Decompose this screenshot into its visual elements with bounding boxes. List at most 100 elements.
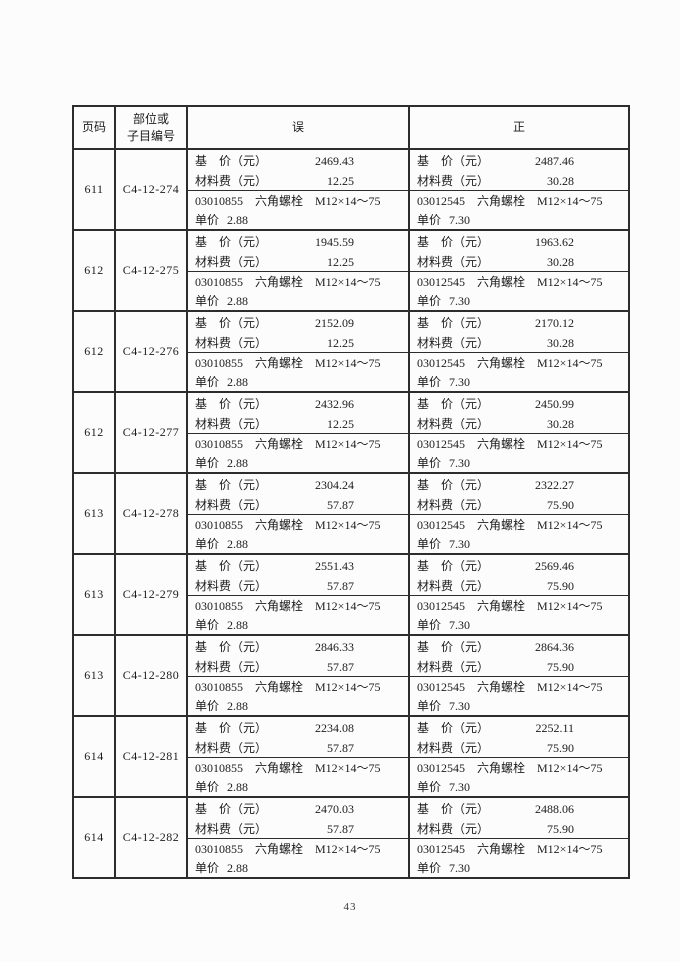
wrong-item-block: 03010855 六角螺栓 M12×14～75 单价 2.88 xyxy=(188,596,408,634)
base-price-label: 基 价（元） xyxy=(195,640,268,654)
material-cost-line: 材料费（元） 75.90 xyxy=(417,738,621,758)
unit-price-line: 单价 7.30 xyxy=(417,778,621,797)
material-cost-value: 75.90 xyxy=(547,741,574,755)
unit-price-line: 单价 2.88 xyxy=(195,535,401,554)
correct-cell: 基 价（元） 2864.36 材料费（元） 75.90 03012545 六角螺… xyxy=(408,634,630,717)
unit-price-label: 单价 xyxy=(417,699,442,713)
material-cost-label: 材料费（元） xyxy=(417,660,490,674)
material-cost-label: 材料费（元） xyxy=(417,579,490,593)
material-cost-label: 材料费（元） xyxy=(417,741,490,755)
table-row: 613 C4-12-279 基 价（元） 2551.43 材料费（元） 57.8… xyxy=(72,553,630,636)
unit-price-value: 7.30 xyxy=(449,456,471,470)
base-price-line: 基 价（元） 2470.03 xyxy=(195,799,401,819)
base-price-label: 基 价（元） xyxy=(417,802,490,816)
item-line: 03012545 六角螺栓 M12×14～75 xyxy=(417,275,603,289)
unit-price-line: 单价 7.30 xyxy=(417,373,621,392)
wrong-item-block: 03010855 六角螺栓 M12×14～75 单价 2.88 xyxy=(188,677,408,715)
base-price-value: 2864.36 xyxy=(535,640,574,654)
item-line: 03010855 六角螺栓 M12×14～75 xyxy=(195,842,381,856)
header-wrong: 误 xyxy=(186,105,410,150)
correct-cell: 基 价（元） 2450.99 材料费（元） 30.28 03012545 六角螺… xyxy=(408,391,630,474)
unit-price-value: 2.88 xyxy=(227,456,249,470)
unit-price-value: 2.88 xyxy=(227,375,249,389)
correct-price-block: 基 价（元） 2322.27 材料费（元） 75.90 xyxy=(410,474,628,515)
header-page-number: 页码 xyxy=(72,105,116,150)
item-code-cell: C4-12-281 xyxy=(114,715,188,798)
base-price-line: 基 价（元） 2569.46 xyxy=(417,556,621,576)
unit-price-label: 单价 xyxy=(417,861,442,875)
wrong-item-block: 03010855 六角螺栓 M12×14～75 单价 2.88 xyxy=(188,839,408,877)
base-price-line: 基 价（元） 1945.59 xyxy=(195,232,401,252)
correct-cell: 基 价（元） 2252.11 材料费（元） 75.90 03012545 六角螺… xyxy=(408,715,630,798)
unit-price-value: 7.30 xyxy=(449,780,471,794)
base-price-value: 2551.43 xyxy=(315,559,354,573)
base-price-label: 基 价（元） xyxy=(417,721,490,735)
page-number-cell: 614 xyxy=(72,715,116,798)
unit-price-line: 单价 7.30 xyxy=(417,292,621,311)
item-line: 03010855 六角螺栓 M12×14～75 xyxy=(195,437,381,451)
wrong-cell: 基 价（元） 2234.08 材料费（元） 57.87 03010855 六角螺… xyxy=(186,715,410,798)
base-price-line: 基 价（元） 2234.08 xyxy=(195,718,401,738)
base-price-label: 基 价（元） xyxy=(417,640,490,654)
material-cost-line: 材料费（元） 57.87 xyxy=(195,576,401,596)
base-price-label: 基 价（元） xyxy=(417,154,490,168)
base-price-label: 基 价（元） xyxy=(417,397,490,411)
table-row: 612 C4-12-277 基 价（元） 2432.96 材料费（元） 12.2… xyxy=(72,391,630,474)
unit-price-value: 2.88 xyxy=(227,213,249,227)
correct-cell: 基 价（元） 1963.62 材料费（元） 30.28 03012545 六角螺… xyxy=(408,229,630,312)
material-cost-value: 57.87 xyxy=(327,498,354,512)
page-number-cell: 612 xyxy=(72,391,116,474)
base-price-label: 基 价（元） xyxy=(195,559,268,573)
base-price-line: 基 价（元） 2846.33 xyxy=(195,637,401,657)
correct-price-block: 基 价（元） 1963.62 材料费（元） 30.28 xyxy=(410,231,628,272)
material-cost-line: 材料费（元） 12.25 xyxy=(195,252,401,272)
base-price-label: 基 价（元） xyxy=(195,478,268,492)
wrong-cell: 基 价（元） 2846.33 材料费（元） 57.87 03010855 六角螺… xyxy=(186,634,410,717)
base-price-label: 基 价（元） xyxy=(417,316,490,330)
wrong-price-block: 基 价（元） 2470.03 材料费（元） 57.87 xyxy=(188,798,408,839)
material-cost-value: 30.28 xyxy=(547,174,574,188)
material-cost-label: 材料费（元） xyxy=(417,417,490,431)
item-line: 03012545 六角螺栓 M12×14～75 xyxy=(417,599,603,613)
unit-price-line: 单价 2.88 xyxy=(195,454,401,473)
base-price-value: 2432.96 xyxy=(315,397,354,411)
base-price-value: 2469.43 xyxy=(315,154,354,168)
unit-price-value: 2.88 xyxy=(227,537,249,551)
wrong-item-block: 03010855 六角螺栓 M12×14～75 单价 2.88 xyxy=(188,353,408,391)
material-cost-line: 材料费（元） 12.25 xyxy=(195,333,401,353)
material-cost-line: 材料费（元） 30.28 xyxy=(417,171,621,191)
material-cost-label: 材料费（元） xyxy=(195,741,268,755)
errata-table: 页码 部位或 子目编号 误 正 611 C4-12-274 基 价（元） 246… xyxy=(72,105,630,879)
base-price-value: 2487.46 xyxy=(535,154,574,168)
unit-price-line: 单价 7.30 xyxy=(417,616,621,635)
base-price-line: 基 价（元） 2152.09 xyxy=(195,313,401,333)
unit-price-label: 单价 xyxy=(195,861,220,875)
base-price-line: 基 价（元） 2551.43 xyxy=(195,556,401,576)
correct-cell: 基 价（元） 2170.12 材料费（元） 30.28 03012545 六角螺… xyxy=(408,310,630,393)
base-price-line: 基 价（元） 2487.46 xyxy=(417,151,621,171)
unit-price-value: 2.88 xyxy=(227,618,249,632)
errata-table-body: 611 C4-12-274 基 价（元） 2469.43 材料费（元） 12.2… xyxy=(72,148,630,879)
item-code-cell: C4-12-280 xyxy=(114,634,188,717)
material-cost-label: 材料费（元） xyxy=(417,336,490,350)
page-number-cell: 612 xyxy=(72,229,116,312)
wrong-item-block: 03010855 六角螺栓 M12×14～75 单价 2.88 xyxy=(188,434,408,472)
material-cost-value: 12.25 xyxy=(327,336,354,350)
material-cost-label: 材料费（元） xyxy=(195,336,268,350)
material-cost-label: 材料费（元） xyxy=(195,498,268,512)
footer-page-number: 43 xyxy=(343,901,357,913)
material-cost-value: 12.25 xyxy=(327,417,354,431)
page-number-cell: 613 xyxy=(72,472,116,555)
item-line: 03010855 六角螺栓 M12×14～75 xyxy=(195,761,381,775)
unit-price-label: 单价 xyxy=(195,213,220,227)
material-cost-value: 57.87 xyxy=(327,660,354,674)
base-price-line: 基 价（元） 2864.36 xyxy=(417,637,621,657)
table-row: 614 C4-12-281 基 价（元） 2234.08 材料费（元） 57.8… xyxy=(72,715,630,798)
unit-price-label: 单价 xyxy=(195,375,220,389)
unit-price-line: 单价 7.30 xyxy=(417,697,621,716)
material-cost-value: 30.28 xyxy=(547,417,574,431)
base-price-line: 基 价（元） 2432.96 xyxy=(195,394,401,414)
correct-item-block: 03012545 六角螺栓 M12×14～75 单价 7.30 xyxy=(410,677,628,715)
material-cost-line: 材料费（元） 57.87 xyxy=(195,657,401,677)
material-cost-line: 材料费（元） 12.25 xyxy=(195,414,401,434)
